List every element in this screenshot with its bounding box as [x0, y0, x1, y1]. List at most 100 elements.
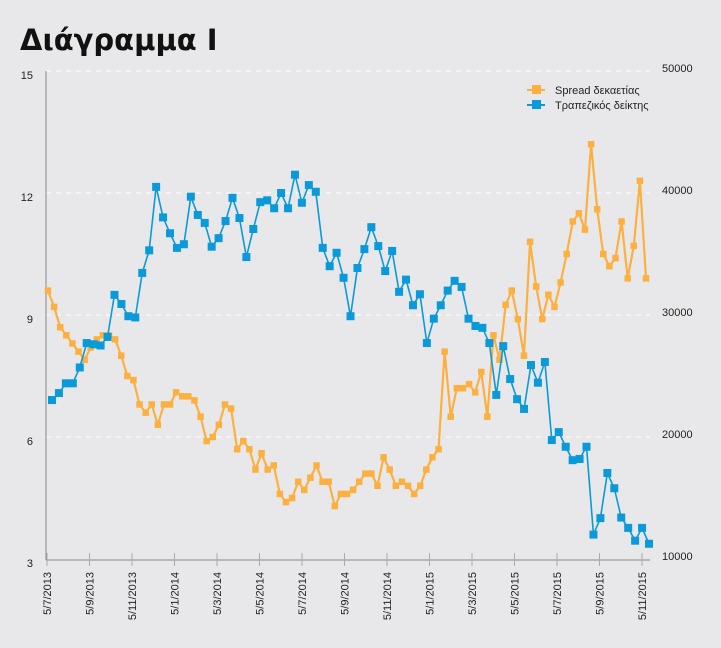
- x-tick-label: 5/9/2014: [340, 572, 352, 615]
- data-point: [429, 314, 438, 323]
- data-point: [44, 287, 52, 294]
- data-point: [307, 474, 314, 481]
- data-point: [207, 242, 216, 251]
- series-line: [46, 144, 648, 510]
- data-point: [569, 218, 577, 225]
- data-point: [563, 250, 570, 258]
- data-point: [349, 486, 357, 494]
- data-point: [557, 279, 564, 286]
- data-point: [471, 389, 479, 396]
- legend-item-bank-index[interactable]: Τραπεζικός δείκτης: [527, 100, 649, 112]
- left-tick-label: 3: [27, 558, 33, 570]
- data-point: [380, 454, 387, 461]
- data-point: [172, 389, 180, 396]
- data-point: [235, 214, 244, 223]
- data-point: [276, 490, 284, 498]
- data-point: [568, 456, 577, 465]
- data-point: [429, 454, 436, 461]
- data-point: [277, 189, 286, 197]
- x-tick-label: 5/3/2015: [467, 572, 479, 615]
- data-point: [582, 442, 591, 451]
- data-point: [600, 250, 607, 258]
- data-point: [61, 379, 70, 388]
- data-point: [540, 357, 549, 366]
- data-point: [606, 262, 613, 270]
- data-point: [75, 348, 82, 355]
- data-point: [539, 315, 546, 323]
- data-point: [520, 404, 529, 413]
- x-tick-label: 5/11/2014: [382, 572, 394, 620]
- data-point: [353, 264, 362, 273]
- data-point: [465, 380, 473, 388]
- data-point: [415, 290, 424, 299]
- data-point: [624, 523, 633, 532]
- x-tick-label: 5/1/2015: [425, 572, 437, 615]
- data-point: [422, 339, 431, 348]
- right-tick-label: 10000: [662, 551, 693, 563]
- data-point: [443, 286, 452, 295]
- data-point: [610, 484, 619, 493]
- data-point: [179, 240, 188, 249]
- data-point: [368, 470, 375, 477]
- data-point: [215, 421, 223, 429]
- data-point: [228, 193, 237, 202]
- data-point: [111, 336, 119, 343]
- data-point: [256, 198, 265, 207]
- x-tick-label: 5/7/2013: [42, 572, 54, 615]
- data-point: [117, 300, 126, 309]
- data-point: [339, 273, 348, 282]
- data-point: [54, 389, 63, 398]
- series-group: [44, 140, 653, 548]
- data-point: [124, 372, 131, 380]
- data-point: [441, 348, 448, 355]
- legend-item-spread[interactable]: Spread δεκαετίας: [527, 85, 640, 97]
- data-point: [514, 315, 522, 323]
- data-point: [203, 437, 210, 445]
- data-point: [152, 182, 161, 191]
- x-tick-label: 5/7/2015: [552, 572, 564, 615]
- data-point: [124, 312, 133, 321]
- data-point: [636, 177, 644, 185]
- data-point: [367, 223, 376, 232]
- data-point: [547, 436, 556, 445]
- data-point: [492, 390, 501, 399]
- data-point: [284, 204, 293, 213]
- data-point: [485, 339, 494, 348]
- data-point: [249, 224, 258, 233]
- x-tick-label: 5/5/2015: [510, 572, 522, 615]
- data-point: [50, 303, 58, 311]
- data-point: [270, 462, 278, 469]
- data-point: [130, 376, 137, 384]
- data-point: [270, 204, 279, 213]
- data-point: [56, 323, 64, 331]
- data-point: [304, 181, 313, 190]
- data-point: [410, 490, 418, 498]
- data-point: [136, 401, 143, 408]
- data-point: [325, 478, 332, 485]
- data-point: [484, 413, 491, 420]
- data-point: [581, 226, 589, 233]
- data-point: [551, 303, 558, 311]
- data-point: [618, 218, 625, 225]
- data-point: [63, 332, 70, 339]
- data-point: [533, 378, 542, 387]
- legend-label-bank-index: Τραπεζικός δείκτης: [555, 100, 649, 112]
- data-point: [48, 396, 56, 405]
- data-point: [297, 198, 306, 207]
- data-point: [258, 450, 265, 457]
- right-tick-label: 30000: [662, 307, 693, 319]
- data-point: [374, 482, 381, 490]
- data-point: [240, 437, 247, 445]
- data-point: [587, 140, 595, 148]
- data-point: [93, 336, 101, 343]
- data-point: [386, 466, 393, 473]
- data-point: [301, 486, 308, 494]
- data-point: [227, 405, 235, 412]
- data-point: [638, 523, 647, 532]
- data-point: [453, 384, 461, 392]
- x-tick-label: 5/11/2015: [637, 572, 649, 620]
- data-point: [508, 287, 516, 294]
- data-point: [624, 275, 631, 282]
- data-point: [477, 368, 485, 376]
- data-point: [575, 454, 584, 463]
